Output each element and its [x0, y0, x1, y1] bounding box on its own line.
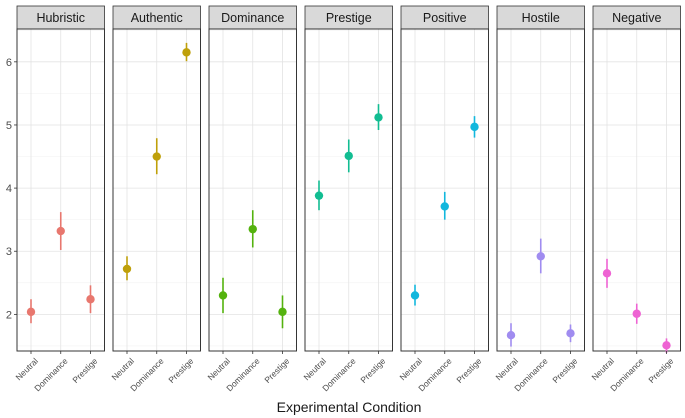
point-hostile-prestige	[566, 329, 575, 338]
x-tick-label-neutral: Neutral	[109, 356, 136, 383]
point-negative-dominance	[632, 309, 641, 318]
strip-label-positive: Positive	[423, 11, 467, 25]
x-tick-label-neutral: Neutral	[493, 356, 520, 383]
x-tick-label-prestige: Prestige	[358, 356, 387, 385]
point-positive-dominance	[440, 202, 449, 211]
point-authentic-neutral	[122, 264, 132, 274]
x-tick-label-prestige: Prestige	[646, 356, 675, 385]
grid-negative	[593, 29, 680, 351]
point-hubristic-prestige	[86, 295, 95, 304]
x-tick-label-prestige: Prestige	[550, 356, 579, 385]
x-tick-label-prestige: Prestige	[454, 356, 483, 385]
y-tick-label: 6	[6, 57, 12, 69]
y-tick-label: 3	[6, 246, 12, 258]
x-tick-label-neutral: Neutral	[301, 356, 328, 383]
x-tick-label-prestige: Prestige	[166, 356, 195, 385]
point-dominance-neutral	[218, 291, 228, 300]
point-negative-neutral	[602, 269, 612, 278]
y-tick-label: 4	[6, 183, 12, 195]
y-tick-label: 5	[6, 120, 12, 132]
grid-prestige	[305, 29, 392, 351]
point-hostile-dominance	[536, 252, 545, 261]
point-authentic-dominance	[152, 152, 161, 161]
point-positive-neutral	[410, 291, 420, 300]
point-prestige-neutral	[314, 191, 324, 200]
x-tick-label-prestige: Prestige	[70, 356, 99, 385]
point-hubristic-neutral	[26, 307, 36, 317]
strip-label-authentic: Authentic	[131, 11, 183, 25]
x-tick-label-neutral: Neutral	[13, 356, 40, 383]
grid-authentic	[113, 29, 200, 351]
point-hostile-neutral	[506, 331, 516, 340]
point-prestige-prestige	[374, 113, 383, 122]
x-tick-label-prestige: Prestige	[262, 356, 291, 385]
point-dominance-prestige	[278, 307, 287, 317]
y-axis: 2 3 4 5 6	[6, 57, 17, 321]
strip-label-negative: Negative	[612, 11, 661, 25]
x-tick-label-neutral: Neutral	[205, 356, 232, 383]
point-negative-prestige	[662, 341, 671, 350]
x-tick-label-neutral: Neutral	[397, 356, 424, 383]
grid-dominance	[209, 29, 296, 351]
point-hubristic-dominance	[56, 226, 65, 236]
strip-label-hubristic: Hubristic	[36, 11, 85, 25]
point-positive-prestige	[470, 122, 479, 132]
strip-label-prestige: Prestige	[326, 11, 372, 25]
point-dominance-dominance	[248, 224, 257, 234]
point-prestige-dominance	[344, 151, 353, 161]
y-tick-label: 2	[6, 309, 12, 321]
panels-layer: Hubristic Neutral Dominance Prestige Authent…	[13, 5, 681, 393]
strip-label-hostile: Hostile	[522, 11, 560, 25]
x-axis-title: Experimental Condition	[277, 399, 422, 415]
point-authentic-prestige	[182, 48, 191, 57]
x-tick-label-neutral: Neutral	[589, 356, 616, 383]
strip-label-dominance: Dominance	[221, 11, 284, 25]
